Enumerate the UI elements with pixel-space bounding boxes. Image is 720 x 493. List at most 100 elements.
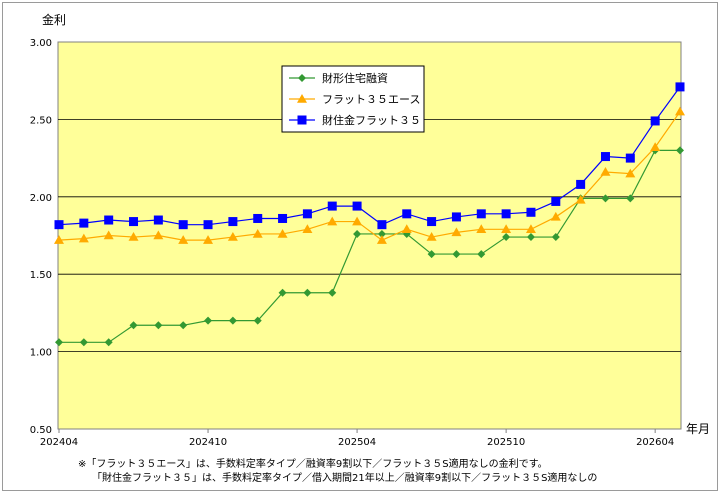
data-point [352, 201, 362, 211]
legend-label: フラット３５エース [322, 93, 420, 106]
data-point [129, 321, 138, 330]
data-point [297, 115, 307, 125]
y-tick-label: 3.00 [30, 38, 52, 49]
data-point [298, 74, 306, 82]
data-point [402, 209, 412, 219]
data-point [575, 194, 586, 204]
data-point [54, 235, 64, 244]
series-1 [55, 146, 684, 347]
data-point [452, 250, 461, 259]
data-point [252, 228, 263, 238]
data-point [327, 216, 338, 226]
data-point [78, 233, 89, 243]
x-tick-label: 202604 [636, 437, 674, 448]
data-point [427, 217, 437, 227]
data-point [501, 224, 512, 234]
data-point [451, 227, 462, 237]
data-point [551, 233, 560, 242]
data-point [55, 338, 63, 347]
data-point [79, 218, 89, 228]
y-tick-label: 2.50 [30, 115, 52, 126]
data-point [526, 207, 536, 217]
x-tick-labels: 202404 202410 202504 202510 202604 [40, 429, 674, 448]
y-tick-labels: 0.50 1.00 1.50 2.00 2.50 3.00 [30, 38, 52, 436]
data-point [525, 224, 536, 234]
data-point [576, 179, 586, 189]
data-point [179, 321, 188, 330]
data-point [626, 194, 635, 203]
note-line-2: 「財住金フラット３５」は、手数料定率タイプ／借入期間21年以上／融資率9割以下／… [92, 471, 597, 484]
data-point [278, 213, 288, 223]
data-point [104, 215, 114, 225]
x-axis-title: 年月 [686, 422, 710, 436]
data-point [54, 220, 64, 230]
series-2 [54, 106, 685, 244]
data-point [502, 233, 511, 242]
data-point [501, 209, 511, 219]
data-point [401, 224, 412, 234]
data-point [625, 168, 636, 178]
data-point [253, 316, 262, 325]
data-point [277, 228, 288, 238]
data-point [551, 196, 561, 206]
y-tick-label: 0.50 [30, 425, 52, 436]
data-point [353, 229, 362, 238]
data-point [228, 316, 237, 325]
data-point [675, 82, 685, 92]
y-axis-title: 金利 [42, 12, 66, 27]
data-point [154, 321, 163, 330]
x-tick-label: 202410 [189, 437, 227, 448]
data-point [526, 233, 535, 242]
data-point [675, 106, 685, 116]
data-point [302, 209, 312, 219]
data-point [328, 288, 337, 297]
data-point [676, 146, 684, 155]
data-point [253, 213, 263, 223]
data-point [297, 94, 307, 103]
data-point [203, 235, 214, 244]
legend-label: 財形住宅融資 [322, 71, 388, 85]
data-point [178, 235, 189, 244]
data-point [451, 212, 461, 222]
data-point [203, 220, 213, 230]
data-point [650, 116, 660, 126]
x-tick-label: 202510 [487, 437, 525, 448]
y-tick-label: 1.50 [30, 270, 52, 281]
data-point [625, 153, 635, 163]
data-point [178, 220, 188, 230]
y-tick-label: 2.00 [30, 193, 52, 204]
data-point [600, 167, 611, 176]
data-point [376, 235, 387, 244]
data-point [103, 230, 114, 240]
series-3 [54, 82, 685, 230]
data-point [129, 217, 139, 227]
data-point [278, 288, 287, 297]
data-point [352, 216, 363, 226]
note-line-1: ※「フラット３５エース」は、手数料定率タイプ／融資率9割以下／フラット３５S適用… [78, 457, 548, 470]
x-tick-label: 202404 [40, 437, 78, 448]
data-point [327, 201, 337, 211]
data-point [550, 211, 561, 221]
data-point [476, 209, 486, 219]
data-point [153, 215, 163, 225]
data-point [650, 142, 661, 152]
data-point [476, 224, 487, 234]
y-tick-label: 1.00 [30, 348, 52, 359]
data-point [377, 229, 386, 238]
data-point [427, 250, 436, 259]
data-point [228, 217, 238, 227]
data-point [104, 338, 113, 347]
data-point [600, 152, 610, 162]
data-point [227, 232, 238, 241]
x-tick-label: 202504 [338, 437, 376, 448]
legend-label: 財住金フラット３５ [322, 113, 421, 127]
data-point [303, 288, 312, 297]
series-line [59, 149, 680, 343]
data-point [204, 316, 213, 325]
series-group [54, 82, 685, 347]
data-point [302, 224, 313, 234]
data-point [128, 232, 139, 241]
data-point [153, 230, 164, 240]
